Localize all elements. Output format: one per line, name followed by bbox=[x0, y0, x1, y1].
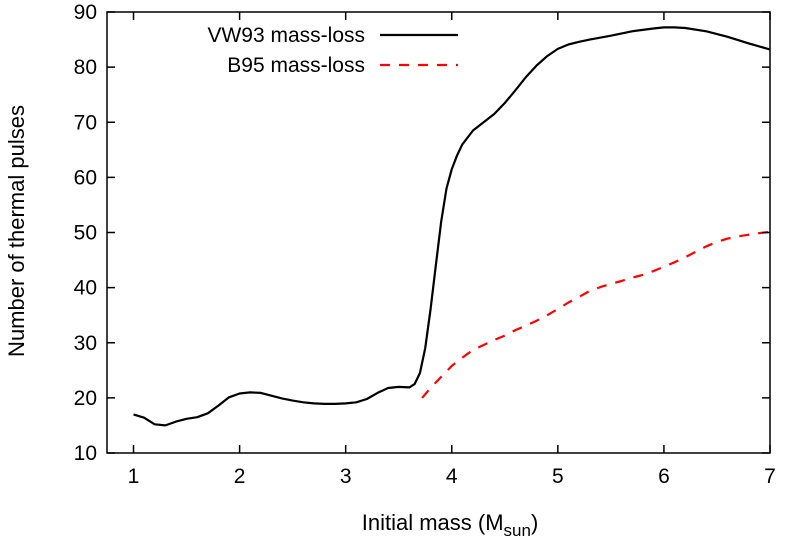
y-axis-label: Number of thermal pulses bbox=[4, 105, 29, 357]
x-axis-label-subscript: sun bbox=[504, 521, 531, 540]
x-tick-label: 1 bbox=[128, 465, 140, 488]
x-tick-label: 3 bbox=[340, 465, 352, 488]
y-tick-label: 50 bbox=[74, 222, 97, 245]
y-tick-label: 20 bbox=[74, 387, 97, 410]
y-tick-label: 40 bbox=[74, 277, 97, 300]
chart-marks bbox=[133, 26, 771, 427]
x-tick-label: 2 bbox=[234, 465, 246, 488]
y-tick-label: 60 bbox=[74, 166, 97, 189]
legend: VW93 mass-loss B95 mass-loss bbox=[207, 24, 458, 77]
x-tick-label: 7 bbox=[764, 465, 776, 488]
tick-labels: 1 2 3 4 5 6 7 10 20 30 40 50 60 70 80 90 bbox=[74, 1, 776, 488]
y-tick-label: 90 bbox=[74, 1, 97, 24]
y-tick-label: 70 bbox=[74, 111, 97, 134]
y-tick-label: 80 bbox=[74, 56, 97, 79]
series-line-2 bbox=[421, 230, 771, 399]
legend-label-1: VW93 mass-loss bbox=[207, 24, 365, 47]
x-tick-label: 6 bbox=[658, 465, 670, 488]
y-tick-label: 30 bbox=[74, 332, 97, 355]
x-axis-label: Initial mass (Msun) bbox=[362, 510, 539, 540]
plot-frame bbox=[106, 11, 771, 454]
y-tick-label: 10 bbox=[74, 442, 97, 465]
legend-label-2: B95 mass-loss bbox=[227, 54, 365, 77]
series-line-1 bbox=[133, 26, 771, 427]
x-tick-label: 5 bbox=[552, 465, 564, 488]
x-tick-label: 4 bbox=[446, 465, 458, 488]
axis-ticks bbox=[107, 11, 771, 454]
